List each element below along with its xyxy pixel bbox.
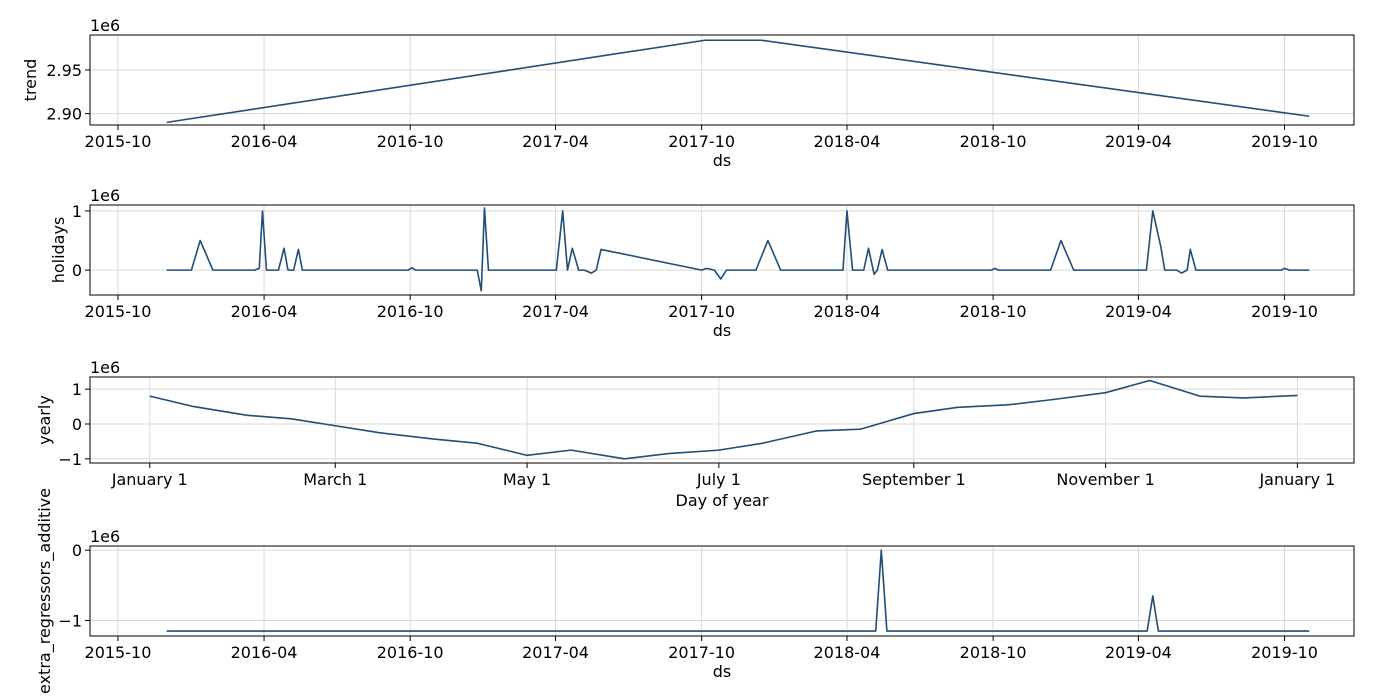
y-tick-label: 1 [72,380,82,399]
y-tick-label: −1 [58,612,82,631]
y-axis-label: extra_regressors_additive [35,488,55,694]
x-axis-label: ds [713,321,732,340]
y-axis-label: trend [21,59,40,102]
x-tick-label: 2017-10 [668,302,735,321]
series-line-holidays [166,207,1310,292]
x-tick-label: July 1 [696,470,741,489]
offset-text: 1e6 [90,358,120,377]
y-tick-label: 0 [72,541,82,560]
axes-frame [89,545,1355,637]
x-tick-label: 2015-10 [85,302,152,321]
x-tick-label: March 1 [303,470,367,489]
x-tick-label: 2018-04 [814,132,881,151]
x-tick-label: 2016-04 [231,643,298,662]
x-tick-label: 2019-10 [1251,302,1318,321]
series-line-yearly [149,379,1298,460]
y-tick-label: 2.95 [46,61,82,80]
x-tick-label: 2019-10 [1251,132,1318,151]
offset-text: 1e6 [90,186,120,205]
x-tick-label: 2019-04 [1105,643,1172,662]
x-tick-label: May 1 [503,470,551,489]
x-tick-label: 2016-10 [377,302,444,321]
x-tick-label: 2019-10 [1251,643,1318,662]
x-tick-label: January 1 [1258,470,1335,489]
x-tick-label: 2018-04 [814,643,881,662]
x-tick-label: 2015-10 [85,132,152,151]
x-axis-label: Day of year [676,491,769,510]
offset-text: 1e6 [90,527,120,546]
x-tick-label: 2018-10 [960,643,1027,662]
axes-frame [89,34,1355,126]
x-axis-label: ds [713,151,732,170]
series-line-extra_regressors_additive [166,549,1310,632]
subplot-yearly: January 1 March 1 May 1 July 1 September 1 No… [35,358,1355,510]
x-tick-label: 2016-04 [231,302,298,321]
y-axis-label: yearly [35,395,54,445]
y-tick-label: 0 [72,261,82,280]
x-tick-label: 2019-04 [1105,132,1172,151]
x-tick-label: 2016-04 [231,132,298,151]
x-tick-label: 2018-04 [814,302,881,321]
y-tick-label: −1 [58,450,82,469]
subplot-trend: 2015-10 2016-04 2016-10 2017-04 2017-10 2018-… [21,16,1355,170]
x-tick-label: 2019-04 [1105,302,1172,321]
offset-text: 1e6 [90,16,120,35]
x-tick-label: 2016-10 [377,643,444,662]
axes-frame [89,204,1355,296]
x-tick-label: 2018-10 [960,302,1027,321]
x-tick-label: November 1 [1056,470,1155,489]
y-tick-label: 0 [72,415,82,434]
x-tick-label: 2018-10 [960,132,1027,151]
subplot-extra_regressors_additive: 2015-10 2016-04 2016-10 2017-04 2017-10 2018-… [35,488,1355,694]
y-tick-label: 1 [72,202,82,221]
axes-frame [89,376,1355,464]
x-tick-label: January 1 [111,470,188,489]
x-tick-label: September 1 [862,470,966,489]
subplot-holidays: 2015-10 2016-04 2016-10 2017-04 2017-10 2018-… [49,186,1355,340]
y-tick-label: 2.90 [46,105,82,124]
x-tick-label: 2017-04 [522,302,589,321]
y-axis-label: holidays [49,217,68,284]
x-tick-label: 2015-10 [85,643,152,662]
x-tick-label: 2017-04 [522,643,589,662]
x-tick-label: 2017-10 [668,643,735,662]
x-tick-label: 2017-04 [522,132,589,151]
x-tick-label: 2016-10 [377,132,444,151]
series-line-trend [166,39,1310,124]
x-tick-label: 2017-10 [668,132,735,151]
x-axis-label: ds [713,662,732,681]
